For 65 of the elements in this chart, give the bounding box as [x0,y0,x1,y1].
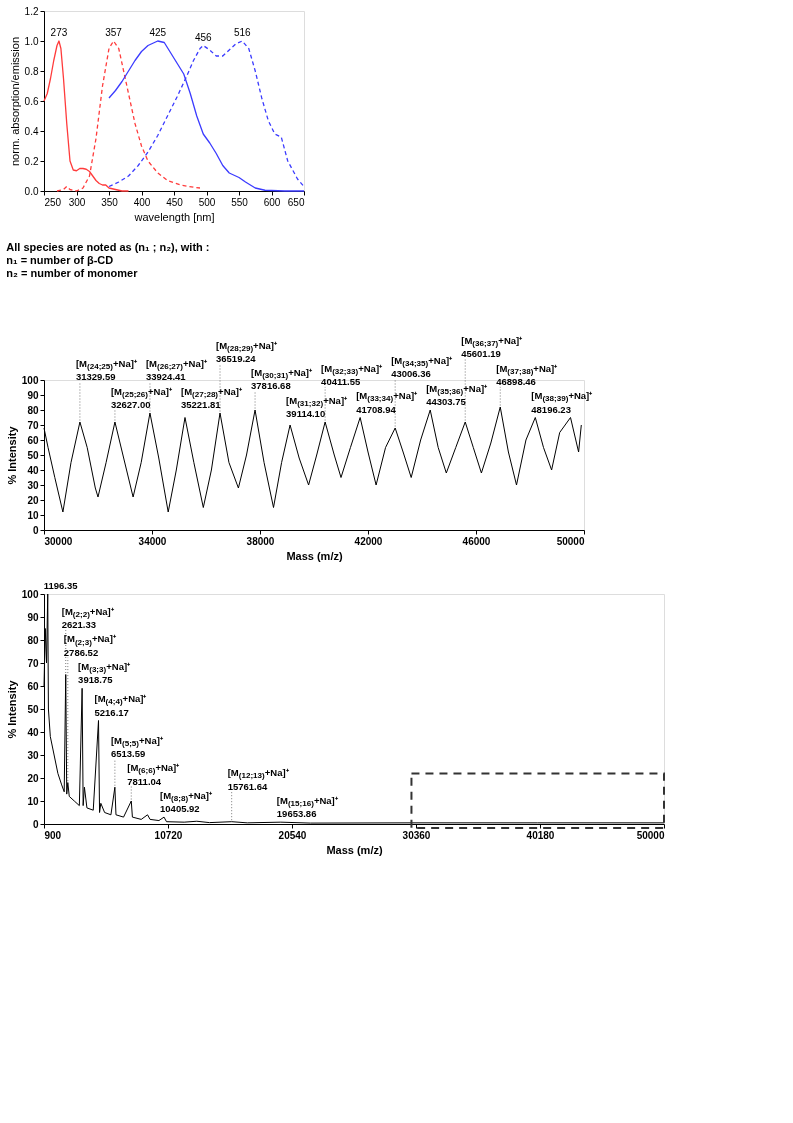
x-tick-label: 30000 [44,535,73,547]
x-tick-label: 10720 [154,829,183,841]
x-tick-label: 650 [287,196,305,208]
y-tick-label: 20 [27,494,39,506]
text: n₂ = number of monomer [6,266,139,279]
x-tick-label: 400 [133,196,151,208]
x-tick-label: 38000 [246,535,275,547]
x-tick-label: 600 [263,196,281,208]
annotation: 516 [233,27,252,38]
x-tick-label: 42000 [354,535,383,547]
y-tick-label: 50 [27,703,39,715]
annotation: 1196.35 [43,580,79,591]
y-tick-label: 40 [27,464,39,476]
x-tick-label: 30360 [402,829,431,841]
x-axis-title: Mass (m/z) [326,843,383,856]
y-tick-label: 0.6 [24,95,39,107]
y-tick-label: 0 [32,524,39,536]
x-tick-label: 500 [198,196,216,208]
y-tick-label: 20 [27,772,39,784]
x-tick-label: 34000 [138,535,167,547]
y-tick-label: 0.4 [24,125,39,137]
y-tick-label: 60 [27,434,39,446]
y-tick-label: 100 [21,588,39,600]
y-tick-label: 40 [27,726,39,738]
y-tick-label: 80 [27,404,39,416]
x-tick-label: 900 [44,829,62,841]
x-tick-label: 50000 [556,535,585,547]
text: All species are noted as (n₁ ; n₂), with : [6,240,210,253]
x-axis-title: wavelength [nm] [133,210,215,223]
y-tick-label: 0.0 [24,185,39,197]
y-tick-label: 70 [27,657,39,669]
x-tick-label: 50000 [636,829,665,841]
x-tick-label: 450 [166,196,184,208]
y-tick-label: 100 [21,374,39,386]
x-tick-label: 40180 [526,829,555,841]
x-tick-label: 250 [44,196,62,208]
annotation: 357 [105,27,123,38]
annotation: 273 [50,27,68,38]
annotation: 456 [194,31,213,43]
y-tick-label: 90 [27,389,39,401]
x-axis-title: Mass (m/z) [286,549,343,562]
y-axis-title: % Intensity [5,679,18,739]
y-tick-label: 80 [27,634,39,646]
y-tick-label: 30 [27,479,39,491]
x-tick-label: 550 [231,196,249,208]
x-tick-label: 20540 [278,829,307,841]
annotation: 425 [149,27,167,38]
y-tick-label: 50 [27,449,39,461]
y-tick-label: 90 [27,611,39,623]
y-tick-label: 10 [27,509,39,521]
x-tick-label: 350 [101,196,119,208]
y-axis-title: norm. absorption/emission [8,36,21,167]
y-tick-label: 70 [27,419,39,431]
y-tick-label: 0 [32,818,39,830]
y-tick-label: 0.2 [24,155,39,167]
y-tick-label: 10 [27,795,39,807]
y-tick-label: 30 [27,749,39,761]
y-axis-title: % Intensity [5,425,18,485]
y-tick-label: 60 [27,680,39,692]
y-tick-label: 1.2 [24,5,39,17]
y-tick-label: 1.0 [24,35,39,47]
x-tick-label: 46000 [462,535,491,547]
text: n₁ = number of β-CD [6,253,114,266]
y-tick-label: 0.8 [24,65,39,77]
x-tick-label: 300 [68,196,86,208]
